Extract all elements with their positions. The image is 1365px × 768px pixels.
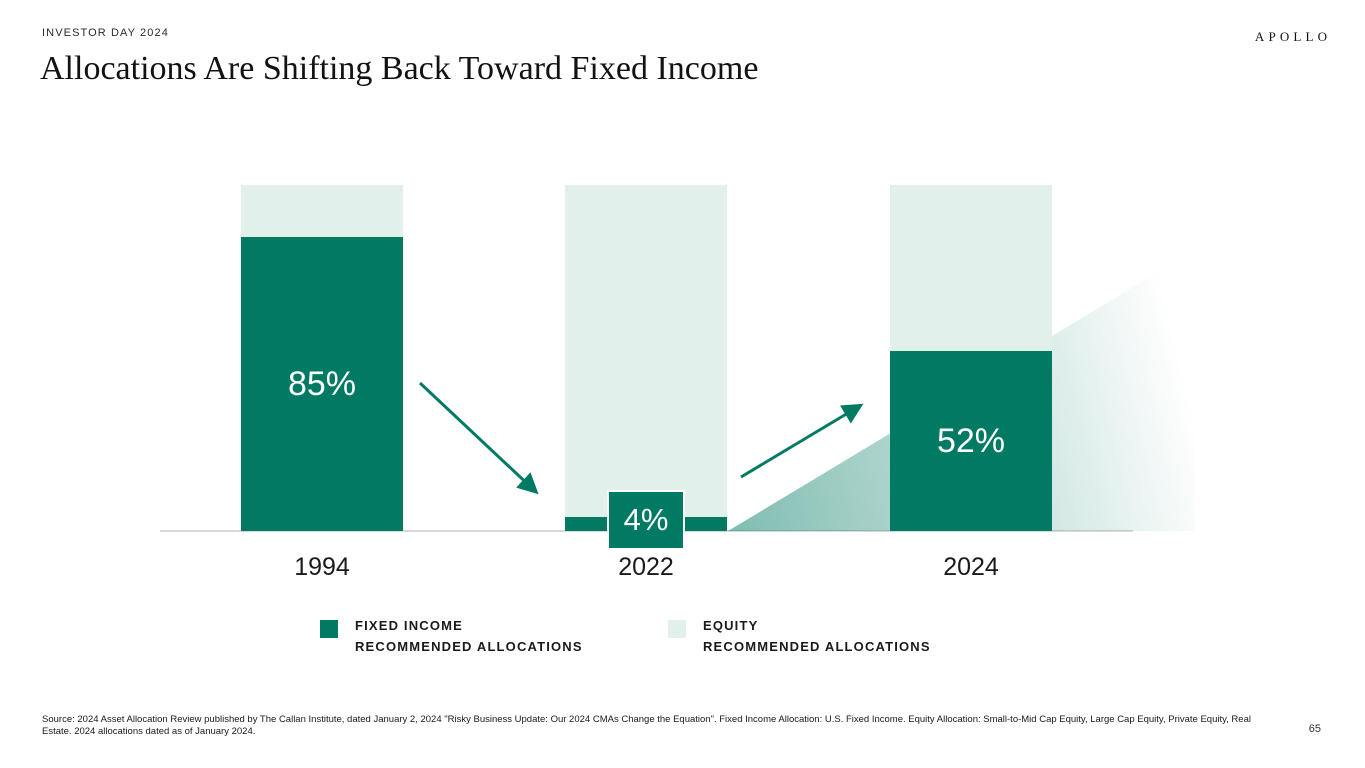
- bar-2022: 4%: [565, 185, 727, 550]
- legend-line: EQUITY: [703, 618, 759, 633]
- fixed-income-swatch: [320, 620, 338, 638]
- value-callout-2022: 4%: [607, 490, 685, 550]
- legend-item-fixed-income: FIXED INCOME RECOMMENDED ALLOCATIONS: [320, 615, 583, 657]
- page-title: Allocations Are Shifting Back Toward Fix…: [40, 50, 759, 87]
- legend-label-fixed-income: FIXED INCOME RECOMMENDED ALLOCATIONS: [355, 615, 583, 657]
- apollo-wordmark: APOLLO: [1254, 29, 1332, 44]
- legend-line: FIXED INCOME: [355, 618, 463, 633]
- legend-item-equity: EQUITY RECOMMENDED ALLOCATIONS: [668, 615, 931, 657]
- equity-segment-1994: [241, 185, 403, 237]
- page-number: 65: [1308, 723, 1321, 735]
- category-label-1994: 1994: [294, 553, 350, 581]
- eyebrow-label: INVESTOR DAY 2024: [42, 27, 169, 39]
- equity-swatch: [668, 620, 686, 638]
- category-label-2022: 2022: [618, 553, 674, 581]
- value-label-1994: 85%: [287, 364, 357, 403]
- bar-1994: 85%: [241, 185, 403, 531]
- legend-line: RECOMMENDED ALLOCATIONS: [703, 639, 931, 654]
- source-note: Source: 2024 Asset Allocation Review pub…: [42, 714, 1251, 737]
- fixed-income-segment-1994: 85%: [241, 237, 403, 531]
- value-label-2022: 4%: [623, 502, 669, 537]
- legend-line: RECOMMENDED ALLOCATIONS: [355, 639, 583, 654]
- category-label-2024: 2024: [943, 553, 999, 581]
- equity-segment-2022: [565, 185, 727, 517]
- legend-label-equity: EQUITY RECOMMENDED ALLOCATIONS: [703, 615, 931, 657]
